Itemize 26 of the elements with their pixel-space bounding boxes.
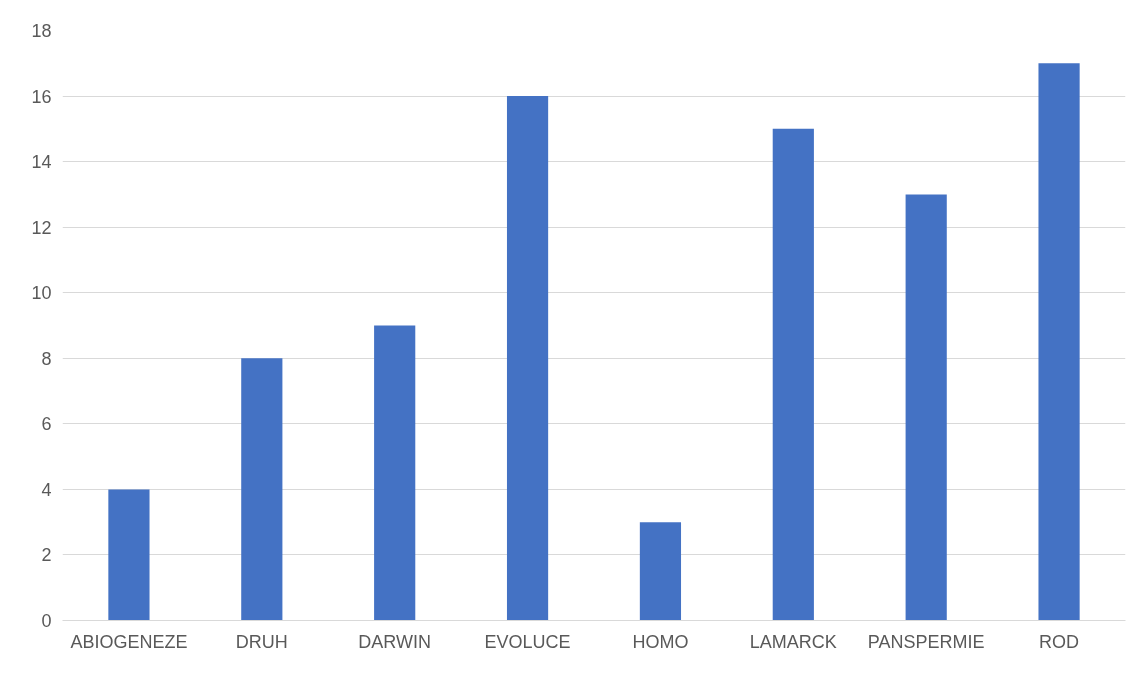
bar	[905, 194, 947, 621]
bar	[108, 489, 150, 621]
x-tick-label: ROD	[1039, 631, 1080, 652]
y-tick-label: 16	[31, 86, 52, 107]
y-tick-label: 2	[41, 545, 52, 566]
bar	[241, 358, 283, 621]
bar	[772, 128, 814, 621]
bar	[506, 96, 549, 621]
y-tick-label: 10	[31, 283, 52, 304]
y-tick-label: 0	[41, 611, 52, 631]
y-tick-label: 18	[31, 21, 52, 41]
x-tick-label: HOMO	[632, 631, 689, 652]
bar	[1038, 63, 1080, 621]
y-tick-label: 12	[31, 217, 52, 238]
x-tick-label: PANSPERMIE	[867, 631, 985, 652]
y-tick-label: 8	[41, 348, 52, 369]
bar	[639, 522, 682, 621]
x-tick-label: EVOLUCE	[484, 631, 571, 652]
bar	[374, 325, 416, 621]
x-tick-label: DARWIN	[358, 631, 432, 652]
x-tick-label: LAMARCK	[749, 631, 837, 652]
x-tick-label: ABIOGENEZE	[70, 631, 188, 652]
y-tick-label: 4	[41, 479, 52, 500]
x-tick-label: DRUH	[235, 631, 288, 652]
y-tick-label: 14	[31, 152, 52, 173]
y-tick-label: 6	[41, 414, 52, 435]
